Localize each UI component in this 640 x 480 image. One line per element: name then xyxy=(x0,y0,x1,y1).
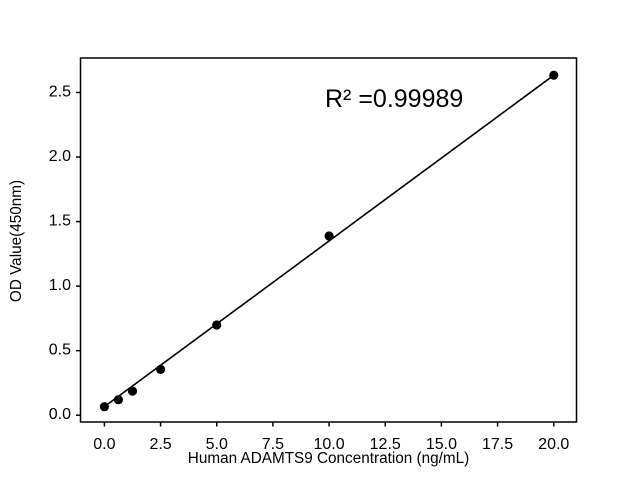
svg-text:0.0: 0.0 xyxy=(93,436,115,453)
svg-text:1.0: 1.0 xyxy=(49,277,71,294)
svg-text:20.0: 20.0 xyxy=(538,436,569,453)
svg-text:2.5: 2.5 xyxy=(149,436,171,453)
svg-text:Human ADAMTS9 Concentration (n: Human ADAMTS9 Concentration (ng/mL) xyxy=(188,450,469,467)
svg-text:2.0: 2.0 xyxy=(49,148,71,165)
svg-text:0.5: 0.5 xyxy=(49,342,71,359)
svg-text:2.5: 2.5 xyxy=(49,84,71,101)
svg-text:OD Value(450nm): OD Value(450nm) xyxy=(8,180,25,302)
svg-text:0.0: 0.0 xyxy=(49,406,71,423)
svg-text:1.5: 1.5 xyxy=(49,213,71,230)
svg-text:17.5: 17.5 xyxy=(482,436,513,453)
svg-text:R² =0.99989: R² =0.99989 xyxy=(325,85,463,113)
